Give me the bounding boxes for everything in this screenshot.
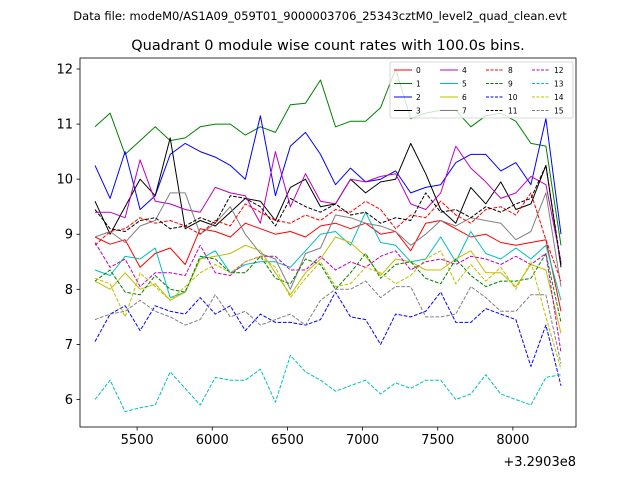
series-line-3 [94,137,562,268]
chart-title: Quadrant 0 module wise count rates with … [131,38,525,54]
legend-label-3: 3 [416,107,421,116]
y-tick-label: 6 [65,393,73,408]
legend-label-8: 8 [508,66,513,75]
x-tick-label: 5500 [121,433,154,448]
legend-box [389,61,574,119]
x-tick-label: 6500 [271,433,304,448]
legend-label-11: 11 [508,107,518,116]
series-line-14 [94,250,562,370]
legend-label-10: 10 [508,93,518,102]
legend-label-14: 14 [554,93,564,102]
y-tick-label: 8 [65,283,73,298]
legend-label-0: 0 [416,66,421,75]
series-line-13 [94,354,562,413]
series-line-7 [94,192,562,290]
series-line-10 [94,291,562,386]
legend-label-5: 5 [462,80,467,89]
y-tick-label: 12 [56,63,73,78]
series-line-15 [94,280,562,364]
series-line-6 [94,236,562,334]
suptitle: Data file: modeM0/AS1A09_059T01_90000037… [73,9,567,23]
series-line-2 [94,115,562,235]
x-tick-label: 8000 [496,433,529,448]
legend-label-9: 9 [508,80,513,89]
legend-label-2: 2 [416,93,421,102]
y-tick-label: 11 [56,118,73,133]
plot-frame [79,57,577,428]
series-line-11 [94,164,562,265]
series-line-4 [95,145,562,262]
legend-label-13: 13 [554,80,564,89]
x-tick-label: 7500 [421,433,454,448]
series-line-0 [94,220,562,312]
legend-label-4: 4 [462,66,467,75]
series-line-9 [94,253,562,323]
legend-label-12: 12 [554,66,564,75]
legend-label-6: 6 [462,93,467,102]
series-line-5 [94,211,562,301]
x-axis-offset-label: +3.2903e8 [503,455,576,470]
legend-label-7: 7 [462,107,467,116]
series-line-8 [94,192,562,282]
x-tick-label: 7000 [346,433,379,448]
series-line-12 [94,242,562,353]
y-tick-label: 7 [65,338,73,353]
y-tick-label: 10 [56,173,73,188]
legend-label-15: 15 [554,107,564,116]
y-tick-label: 9 [65,228,73,243]
legend-label-1: 1 [416,80,421,89]
x-tick-label: 6000 [196,433,229,448]
